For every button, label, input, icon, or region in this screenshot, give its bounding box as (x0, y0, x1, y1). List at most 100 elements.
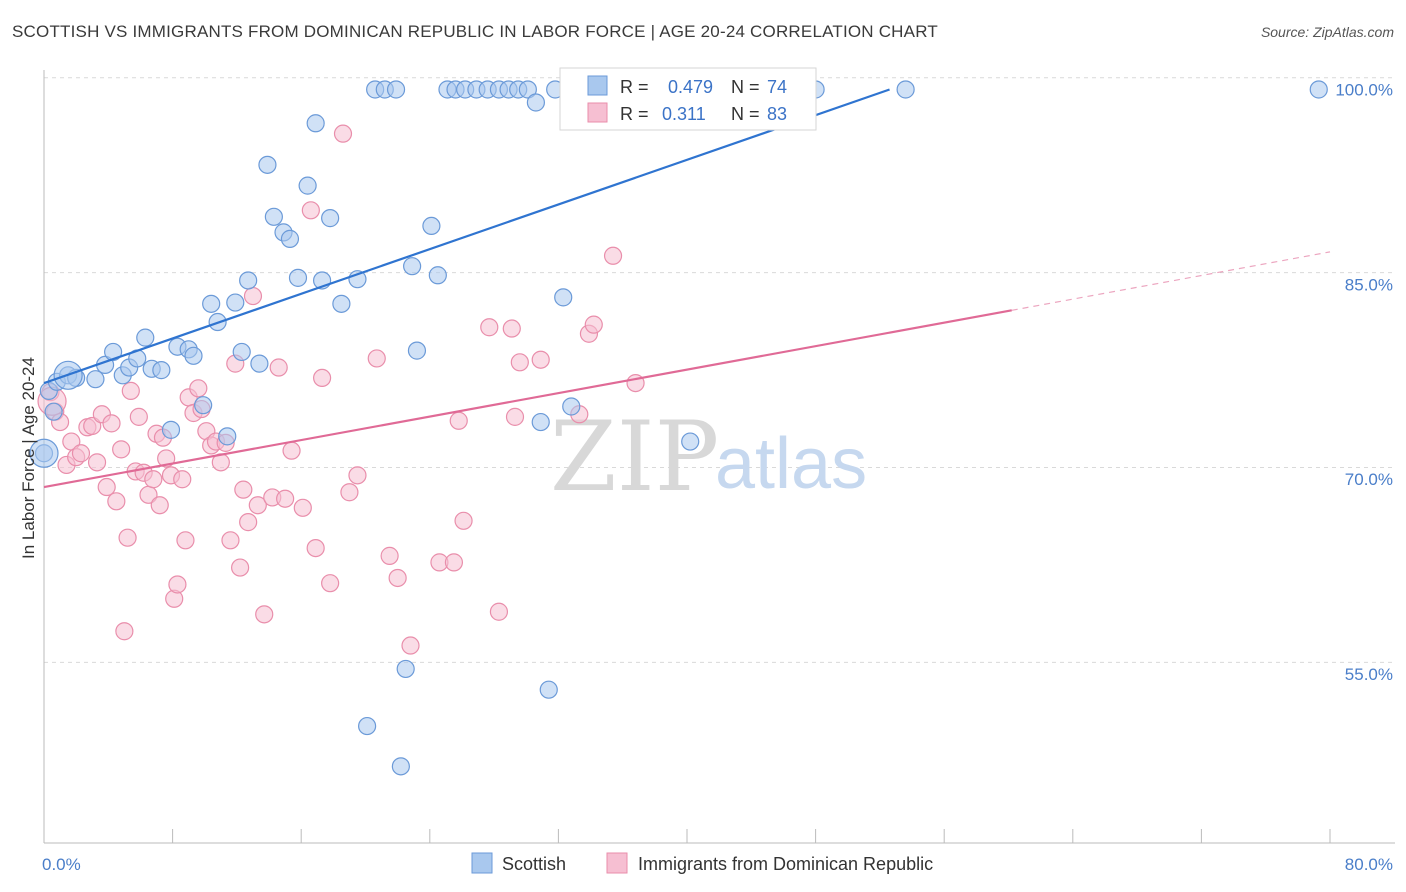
dominican-point (255, 605, 274, 624)
dominican-point (380, 546, 399, 565)
scottish-point (518, 80, 537, 99)
scottish-point (298, 176, 317, 195)
dominican-point (282, 441, 301, 460)
y-tick-label: 70.0% (1345, 470, 1393, 489)
scottish-point (226, 293, 245, 312)
scottish-point (280, 229, 300, 248)
y-tick-label: 55.0% (1345, 665, 1393, 684)
legend-r-value-2: 0.311 (662, 104, 706, 124)
watermark-atlas: atlas (715, 424, 867, 504)
dominican-point (454, 511, 473, 530)
dominican-point (150, 496, 169, 515)
scottish-point (531, 412, 550, 432)
chart-title: SCOTTISH VS IMMIGRANTS FROM DOMINICAN RE… (12, 22, 938, 41)
dominican-point (97, 477, 116, 497)
dominican-point (189, 379, 208, 398)
y-tick-label: 100.0% (1335, 80, 1393, 99)
dominican-point (584, 315, 603, 334)
bottom-legend-swatch-scottish (471, 852, 493, 874)
scottish-point (896, 80, 915, 99)
source-label: Source: ZipAtlas.com (1260, 24, 1394, 40)
bottom-legend-swatch-dominican (606, 852, 628, 874)
scottish-point (250, 354, 269, 373)
scottish-point (681, 432, 700, 451)
dominican-point (502, 319, 521, 338)
dominican-point (293, 498, 312, 517)
dominican-point (234, 480, 253, 499)
x-tick-label: 80.0% (1345, 855, 1393, 874)
dominican-point (480, 318, 499, 337)
scottish-point (202, 294, 221, 313)
scottish-point (136, 328, 155, 347)
dominican-point (603, 246, 623, 265)
dominican-point (118, 528, 137, 547)
dominican-point (301, 201, 320, 220)
dominican-point (121, 381, 140, 400)
scottish-point (403, 257, 422, 276)
dominican-point (505, 407, 525, 426)
scottish-point (239, 271, 258, 290)
dominican-point (231, 558, 250, 577)
scottish-point (44, 402, 63, 421)
scottish-point (332, 294, 351, 313)
scottish-point (86, 370, 105, 389)
scottish-large-point (29, 438, 59, 468)
scottish-point (184, 346, 203, 365)
scottish-point (104, 342, 123, 362)
scottish-trend-line (43, 88, 890, 385)
dominican-point (168, 575, 187, 594)
dominican-point (531, 350, 550, 369)
y-tick-label: 85.0% (1345, 275, 1393, 294)
series-scottish-points (29, 80, 1328, 776)
scottish-point (321, 209, 340, 228)
trend-lines (43, 88, 1331, 489)
dominican-point (401, 636, 420, 655)
scottish-point (152, 361, 171, 380)
dominican-point (87, 453, 107, 472)
legend-n-label-1: N = (731, 77, 760, 97)
scottish-point (264, 207, 283, 226)
dominican-point (248, 496, 267, 515)
scottish-point (386, 80, 406, 99)
scottish-point (358, 716, 377, 736)
scottish-point (554, 288, 573, 307)
bottom-legend-label-scottish: Scottish (502, 854, 566, 874)
scottish-point (407, 341, 427, 360)
dominican-point (321, 574, 340, 593)
dominican-point (144, 470, 163, 489)
legend-n-value-2: 83 (767, 104, 787, 124)
bottom-legend: Scottish Immigrants from Dominican Repub… (471, 852, 933, 874)
x-tick-label: 0.0% (42, 855, 81, 874)
dominican-point (367, 349, 386, 368)
scottish-point (428, 266, 447, 285)
dominican-point (276, 489, 295, 508)
dominican-point (306, 538, 325, 558)
dominican-point (112, 440, 131, 459)
dominican-point (510, 353, 529, 372)
dominican-point (340, 483, 359, 502)
dominican-point (388, 568, 407, 588)
legend-r-value-1: 0.479 (668, 77, 713, 97)
dominican-point (348, 466, 367, 485)
dominican-trend-extension (1011, 251, 1331, 311)
dominican-point (489, 602, 509, 621)
watermark: ZIP atlas (550, 401, 867, 513)
dominican-point (129, 407, 148, 426)
scottish-point (539, 680, 558, 699)
dominican-point (71, 444, 91, 463)
scottish-point (232, 342, 251, 362)
legend-swatch-scottish (587, 75, 608, 96)
legend-n-label-2: N = (731, 104, 760, 124)
dominican-point (221, 531, 240, 550)
scottish-point (396, 659, 415, 679)
dominican-point (312, 368, 332, 388)
legend-r-label-2: R = (620, 104, 649, 124)
dominican-point (243, 286, 263, 306)
legend-swatch-dominican (587, 102, 608, 123)
scottish-point (288, 268, 308, 287)
scottish-point (422, 216, 441, 235)
dominican-point (333, 124, 353, 143)
dominican-trend-line (43, 309, 1012, 489)
dominican-point (176, 531, 195, 550)
